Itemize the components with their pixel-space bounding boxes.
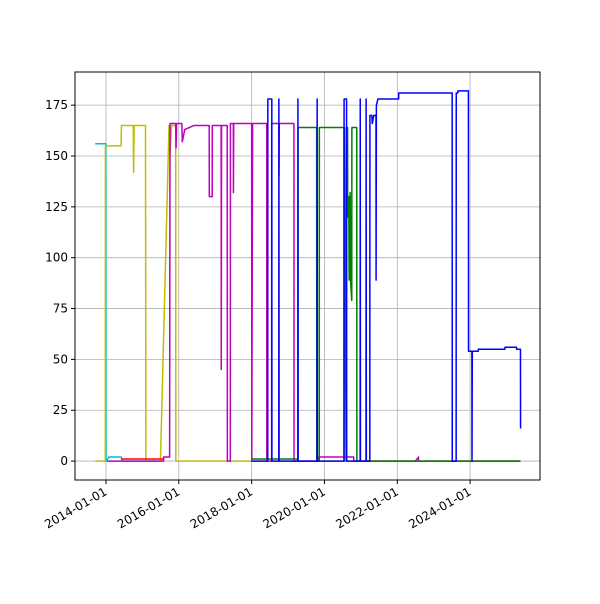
y-tick-label: 175	[45, 98, 68, 112]
x-tick-label: 2014-01-01	[42, 484, 109, 531]
y-tick-label: 125	[45, 200, 68, 214]
x-tick-label: 2022-01-01	[333, 484, 400, 531]
lines	[95, 90, 522, 462]
x-tick-label: 2020-01-01	[261, 484, 328, 531]
x-tick-label: 2018-01-01	[188, 484, 255, 531]
y-tick-label: 0	[60, 454, 68, 468]
y-tick-label: 75	[53, 302, 68, 316]
y-tick-label: 150	[45, 149, 68, 163]
x-tick-label: 2024-01-01	[406, 484, 473, 531]
y-tick-label: 100	[45, 251, 68, 265]
axes-frame	[74, 71, 541, 481]
plot-area	[75, 72, 540, 480]
series-line	[251, 90, 522, 462]
x-tick-label: 2016-01-01	[115, 484, 182, 531]
y-tick-label: 50	[53, 352, 68, 366]
y-tick-label: 25	[53, 403, 68, 417]
